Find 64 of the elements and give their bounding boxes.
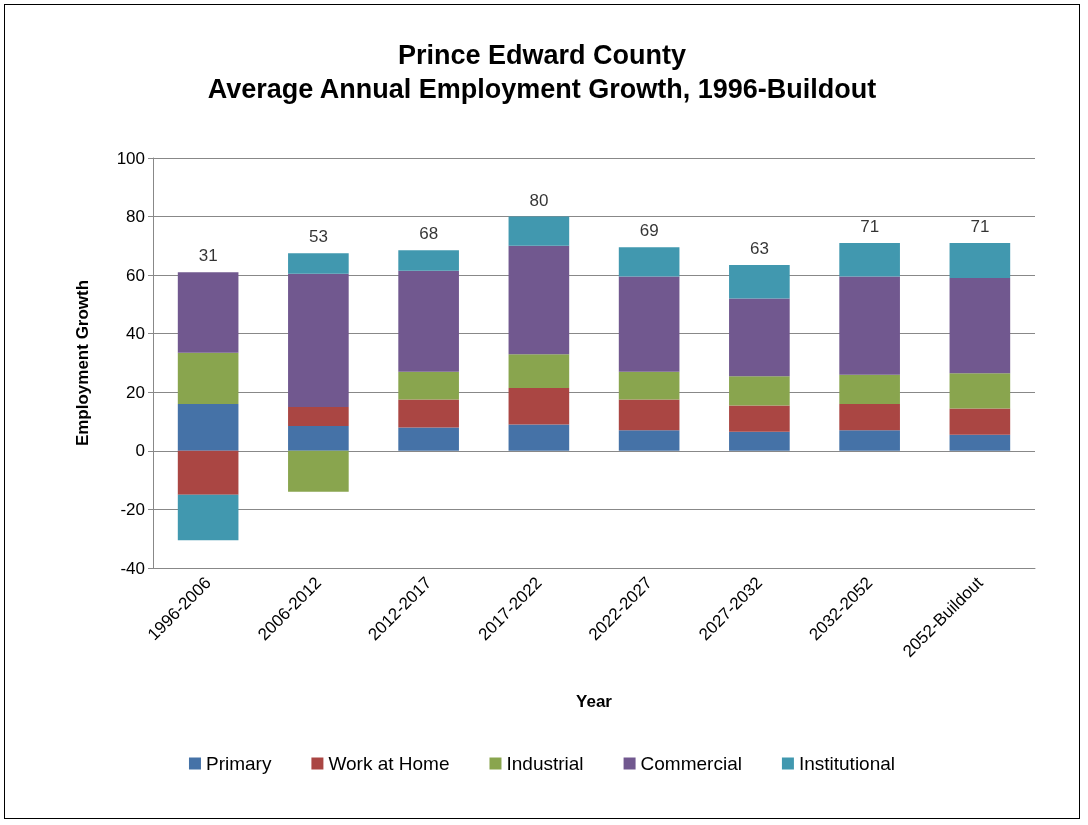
bar <box>508 424 570 451</box>
bar <box>288 273 349 407</box>
bar <box>288 406 349 426</box>
bar <box>398 270 459 372</box>
y-tick-label: 40 <box>126 324 145 344</box>
bar <box>839 404 900 431</box>
y-axis-title: Employment Growth <box>73 279 92 447</box>
bar <box>729 264 790 299</box>
total-label: 63 <box>749 238 769 258</box>
bar <box>949 373 1011 409</box>
bar <box>729 376 790 406</box>
total-label: 68 <box>419 224 439 244</box>
legend-label: Primary <box>205 753 272 774</box>
y-tick-label: 60 <box>126 265 145 285</box>
bar <box>288 450 349 492</box>
bar <box>288 425 349 451</box>
bar <box>177 272 239 353</box>
bar <box>729 298 790 377</box>
bar <box>177 450 239 495</box>
chart-title: Prince Edward County Average Annual Employment Growth, 1996-Buildout <box>207 40 877 104</box>
bar <box>508 387 570 425</box>
bar <box>508 216 570 246</box>
legend-label: Industrial <box>506 753 584 774</box>
bar <box>839 374 900 404</box>
y-tick-label: -40 <box>120 558 145 578</box>
bar <box>729 405 790 432</box>
y-tick-label: 80 <box>126 207 145 227</box>
bar <box>177 494 239 541</box>
bar <box>839 276 900 375</box>
bar <box>398 399 459 428</box>
total-label: 80 <box>529 190 549 210</box>
bar <box>508 245 570 355</box>
y-tick-label: -20 <box>120 499 145 519</box>
bar <box>177 352 239 404</box>
y-tick-label: 20 <box>126 382 145 402</box>
total-label: 31 <box>198 246 218 266</box>
bar <box>398 250 459 271</box>
legend-label: Work at Home <box>328 753 450 774</box>
bar <box>508 354 570 388</box>
total-label: 71 <box>860 216 880 236</box>
total-label: 71 <box>970 216 990 236</box>
bar <box>949 434 1011 451</box>
bar <box>618 276 680 372</box>
legend-label: Commercial <box>640 753 742 774</box>
bar <box>618 399 680 431</box>
bar <box>618 247 680 277</box>
x-axis-title: Year <box>576 692 613 711</box>
bar <box>949 242 1011 279</box>
y-tick-label: 0 <box>135 441 145 461</box>
bar <box>618 430 680 451</box>
y-tick-label: 100 <box>116 148 145 168</box>
bar <box>839 430 900 451</box>
bar <box>398 427 459 451</box>
bar <box>177 404 239 451</box>
bar <box>839 242 900 277</box>
total-label: 53 <box>308 227 328 247</box>
bar <box>288 253 349 274</box>
bar <box>729 431 790 451</box>
bar <box>949 278 1011 374</box>
bar <box>949 408 1011 435</box>
legend-label: Institutional <box>798 753 896 774</box>
total-label: 69 <box>639 221 659 241</box>
bar <box>398 371 459 400</box>
bar <box>618 371 680 400</box>
